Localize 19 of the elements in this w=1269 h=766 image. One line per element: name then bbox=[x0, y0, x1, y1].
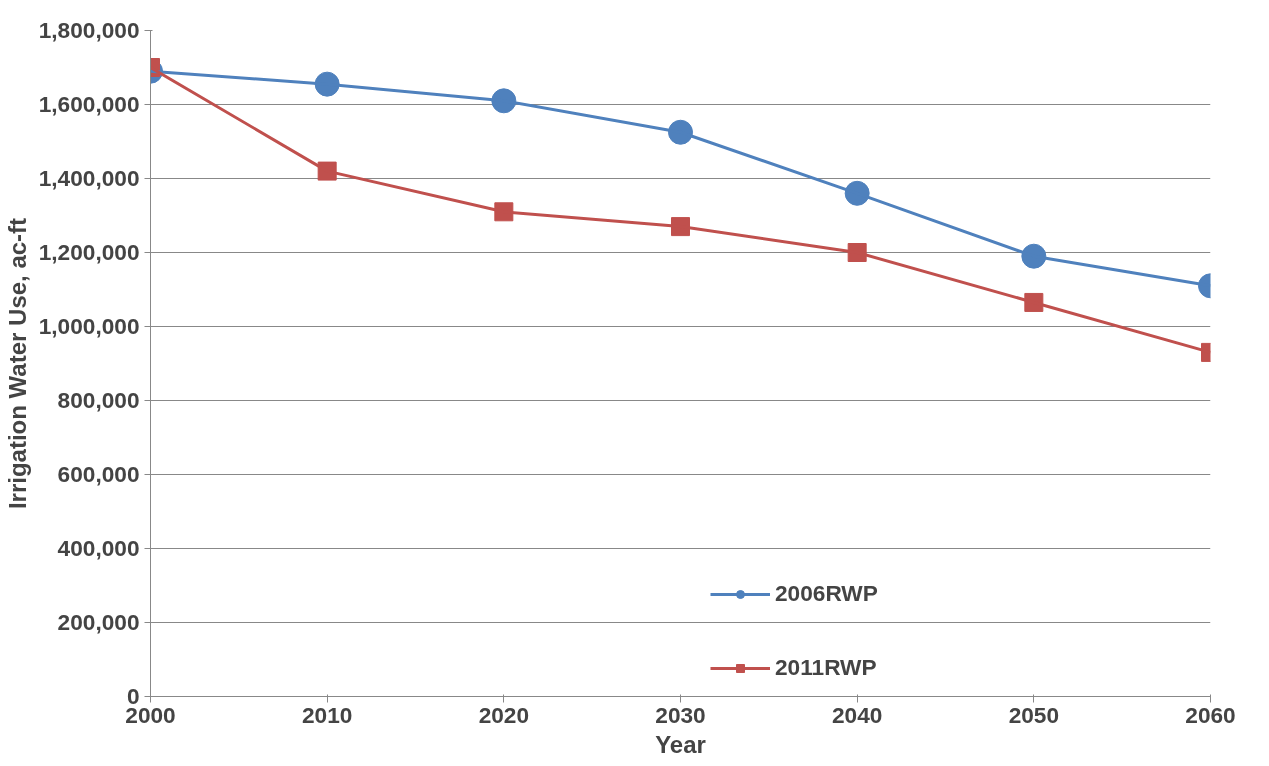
y-tick-label: 1,200,000 bbox=[38, 239, 140, 265]
y-tick-label: 1,800,000 bbox=[38, 17, 140, 43]
y-tick-label: 1,000,000 bbox=[38, 313, 140, 339]
x-tick-label: 2020 bbox=[478, 701, 530, 728]
x-tick-label: 2050 bbox=[1008, 701, 1060, 728]
y-axis-title: Irrigation Water Use, ac-ft bbox=[3, 217, 31, 510]
y-tick-label: 800,000 bbox=[57, 387, 140, 413]
legend-label: 2011RWP bbox=[775, 654, 877, 681]
x-axis-title: Year bbox=[655, 730, 706, 758]
y-tick-label: 400,000 bbox=[57, 535, 140, 561]
legend-label: 2006RWP bbox=[775, 580, 878, 607]
y-tick-label: 1,400,000 bbox=[38, 165, 140, 191]
x-tick-label: 2040 bbox=[831, 701, 883, 728]
y-tick-label: 200,000 bbox=[57, 609, 140, 635]
x-tick-label: 2010 bbox=[301, 701, 353, 728]
y-tick-label: 1,600,000 bbox=[38, 91, 140, 117]
x-tick-label: 2030 bbox=[655, 701, 706, 728]
x-tick-label: 2060 bbox=[1185, 701, 1236, 728]
y-tick-label: 600,000 bbox=[57, 461, 140, 487]
